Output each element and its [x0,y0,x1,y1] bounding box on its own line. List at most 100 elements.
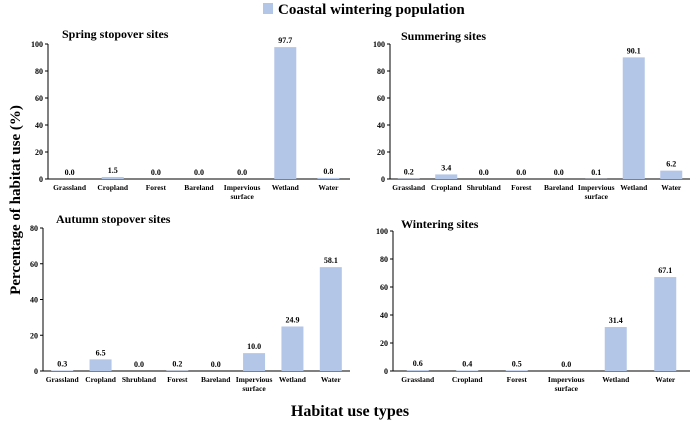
bar [456,370,479,371]
category-label-line: Bareland [201,375,231,384]
bar [622,57,645,179]
category-label-line: Forest [511,183,532,192]
category-label: Bareland [201,375,231,384]
category-label-line: Water [318,183,339,192]
y-tick-label: 80 [35,67,43,76]
category-label-line: Impervious [578,183,615,192]
category-label-line: Forest [146,183,167,192]
bar [89,359,112,371]
bar [274,47,297,180]
category-label-line: Water [321,375,342,384]
y-axis-label: Percentage of habitat use (%) [8,105,24,295]
data-label: 10.0 [247,342,261,351]
data-label: 0.5 [512,359,522,368]
y-tick-label: 100 [31,40,43,49]
category-label-line: surface [555,384,579,393]
bar [654,277,677,371]
category-label-line: Wetland [279,375,307,384]
data-label: 0.0 [479,168,489,177]
category-label: Wetland [620,183,648,192]
panel-title: Wintering sites [401,217,479,231]
data-label: 0.0 [516,168,526,177]
category-label: Water [318,183,339,192]
category-label-line: Impervious [236,375,273,384]
panel-title: Autumn stopover sites [56,212,171,226]
data-label: 0.0 [237,168,247,177]
data-label: 6.5 [96,348,106,357]
y-tick-label: 60 [380,283,388,292]
y-tick-label: 100 [373,40,385,49]
data-label: 0.0 [65,168,75,177]
category-label: Shrubland [467,183,502,192]
category-label-line: Cropland [97,183,129,192]
category-label-line: Cropland [85,375,117,384]
category-label: Water [661,183,682,192]
category-label-line: Wetland [620,183,648,192]
category-label: Grassland [401,375,435,384]
bar [51,370,74,371]
category-label-line: Grassland [53,183,87,192]
category-label: Forest [167,375,188,384]
panel-title: Summering sites [401,29,486,43]
category-label: Forest [511,183,532,192]
category-label-line: surface [242,384,266,393]
y-tick-label: 60 [35,94,43,103]
category-label-line: Grassland [46,375,80,384]
category-label: Wetland [602,375,630,384]
y-tick-label: 20 [30,331,38,340]
category-label: Impervious surface [548,375,585,393]
category-label-line: Impervious [224,183,261,192]
data-label: 0.2 [172,360,182,369]
category-label: Cropland [85,375,117,384]
data-label: 58.1 [324,256,338,265]
y-tick-label: 80 [377,67,385,76]
category-label-line: Wetland [272,183,300,192]
data-label: 0.6 [413,359,423,368]
chart-panel-2: Summering sites 0 20 40 60 80 100 0.2 Grassland 3… [373,29,690,201]
chart-panel-1: Spring stopover sites 0 20 40 60 80 100 0.0 Gras… [31,27,350,201]
y-tick-label: 20 [377,148,385,157]
data-label: 97.7 [278,36,292,45]
data-label: 0.3 [57,359,67,368]
category-label: Grassland [392,183,426,192]
y-tick-label: 20 [380,339,388,348]
data-label: 0.0 [554,168,564,177]
bar [101,176,124,179]
y-tick-label: 0 [384,367,388,376]
bar [660,170,683,179]
y-tick-label: 40 [35,121,43,130]
chart-panels: Spring stopover sites 0 20 40 60 80 100 0.0 Gras… [30,27,690,393]
data-label: 0.0 [151,168,161,177]
x-axis-label: Habitat use types [291,403,409,420]
y-tick-label: 60 [30,260,38,269]
category-label: Bareland [184,183,214,192]
category-label-line: Bareland [184,183,214,192]
data-label: 0.4 [462,359,472,368]
y-tick-label: 0 [34,367,38,376]
data-label: 0.1 [591,168,601,177]
chart-panel-4: Wintering sites 0 20 40 60 80 100 0.6 Grassland 0… [376,217,690,393]
category-label: Grassland [46,375,80,384]
data-label: 24.9 [285,315,299,324]
data-label: 6.2 [666,160,676,169]
category-label: Cropland [431,183,463,192]
category-label: Forest [146,183,167,192]
data-label: 0.0 [134,360,144,369]
data-label: 0.2 [404,168,414,177]
category-label-line: Water [655,375,676,384]
category-label-line: Impervious [548,375,585,384]
category-label-line: Grassland [392,183,426,192]
category-label: Impervious surface [578,183,615,201]
panel-title: Spring stopover sites [62,27,169,41]
category-label: Cropland [452,375,484,384]
category-label-line: Bareland [544,183,574,192]
data-label: 0.8 [323,167,333,176]
legend: Coastal wintering population [263,2,465,18]
y-tick-label: 80 [30,224,38,233]
y-tick-label: 40 [377,121,385,130]
category-label-line: Shrubland [122,375,157,384]
data-label: 3.4 [441,163,451,172]
chart-panel-3: Autumn stopover sites 0 20 40 60 80 0.3 Grassla… [30,212,350,393]
y-tick-label: 60 [377,94,385,103]
bar [317,177,340,179]
